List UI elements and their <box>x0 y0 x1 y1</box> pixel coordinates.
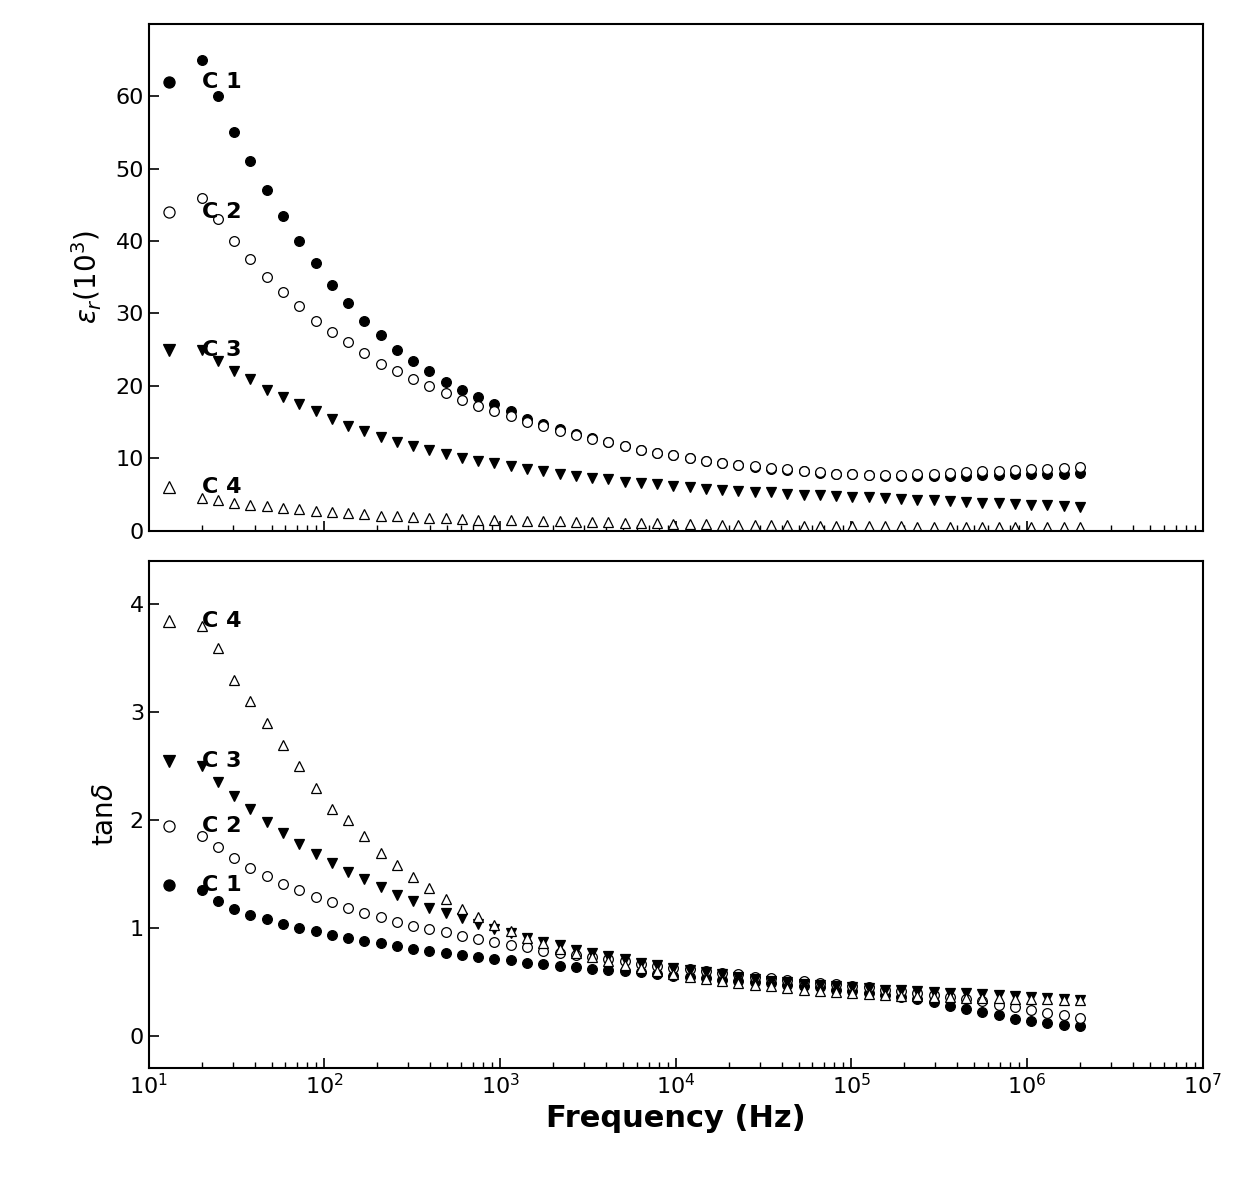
Text: C 3: C 3 <box>202 751 242 770</box>
Text: C 1: C 1 <box>202 71 242 91</box>
Y-axis label: $\varepsilon_r(10^3)$: $\varepsilon_r(10^3)$ <box>69 230 104 324</box>
Text: C 3: C 3 <box>202 339 242 360</box>
Y-axis label: tan$\delta$: tan$\delta$ <box>91 783 119 846</box>
Text: C 1: C 1 <box>202 875 242 895</box>
X-axis label: Frequency (Hz): Frequency (Hz) <box>546 1104 806 1132</box>
Text: C 2: C 2 <box>202 202 242 222</box>
Text: C 2: C 2 <box>202 815 242 836</box>
Text: C 4: C 4 <box>202 477 242 497</box>
Text: C 4: C 4 <box>202 610 242 630</box>
